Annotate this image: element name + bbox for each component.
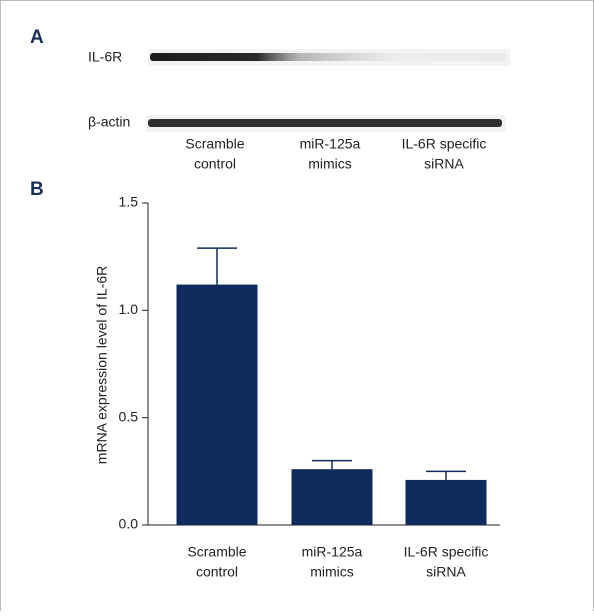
panel-label: B <box>30 179 44 200</box>
y-tick-label: 0.5 <box>119 408 139 424</box>
x-tick-label: IL-6R specific <box>404 544 489 560</box>
blot-lane-label: Scramble <box>185 136 244 152</box>
blot-lane-label: mimics <box>308 156 352 172</box>
blot-row-label: IL-6R <box>88 49 122 65</box>
x-tick-label: Scramble <box>187 544 246 560</box>
x-tick-label: siRNA <box>426 564 466 580</box>
y-tick-label: 1.0 <box>119 301 139 317</box>
blot-lane-label: miR-125a <box>300 136 361 152</box>
y-axis-label: mRNA expression level of IL-6R <box>94 266 110 464</box>
x-tick-label: mimics <box>310 564 354 580</box>
y-tick-label: 0.0 <box>119 516 139 532</box>
bar <box>292 469 373 525</box>
bar <box>177 285 258 525</box>
blot-row-label: β-actin <box>88 114 130 130</box>
blot-band <box>150 53 506 61</box>
blot-lane-label: IL-6R specific <box>402 136 487 152</box>
y-tick-label: 1.5 <box>119 194 139 210</box>
x-tick-label: control <box>196 564 238 580</box>
blot-lane-label: siRNA <box>424 156 464 172</box>
bar <box>406 480 487 525</box>
panel-label: A <box>30 27 44 48</box>
figure: A IL-6R β-actin B mRNA expression level … <box>0 0 594 611</box>
blot-band <box>148 119 502 127</box>
x-tick-label: miR-125a <box>302 544 363 560</box>
blot-lane-label: control <box>194 156 236 172</box>
